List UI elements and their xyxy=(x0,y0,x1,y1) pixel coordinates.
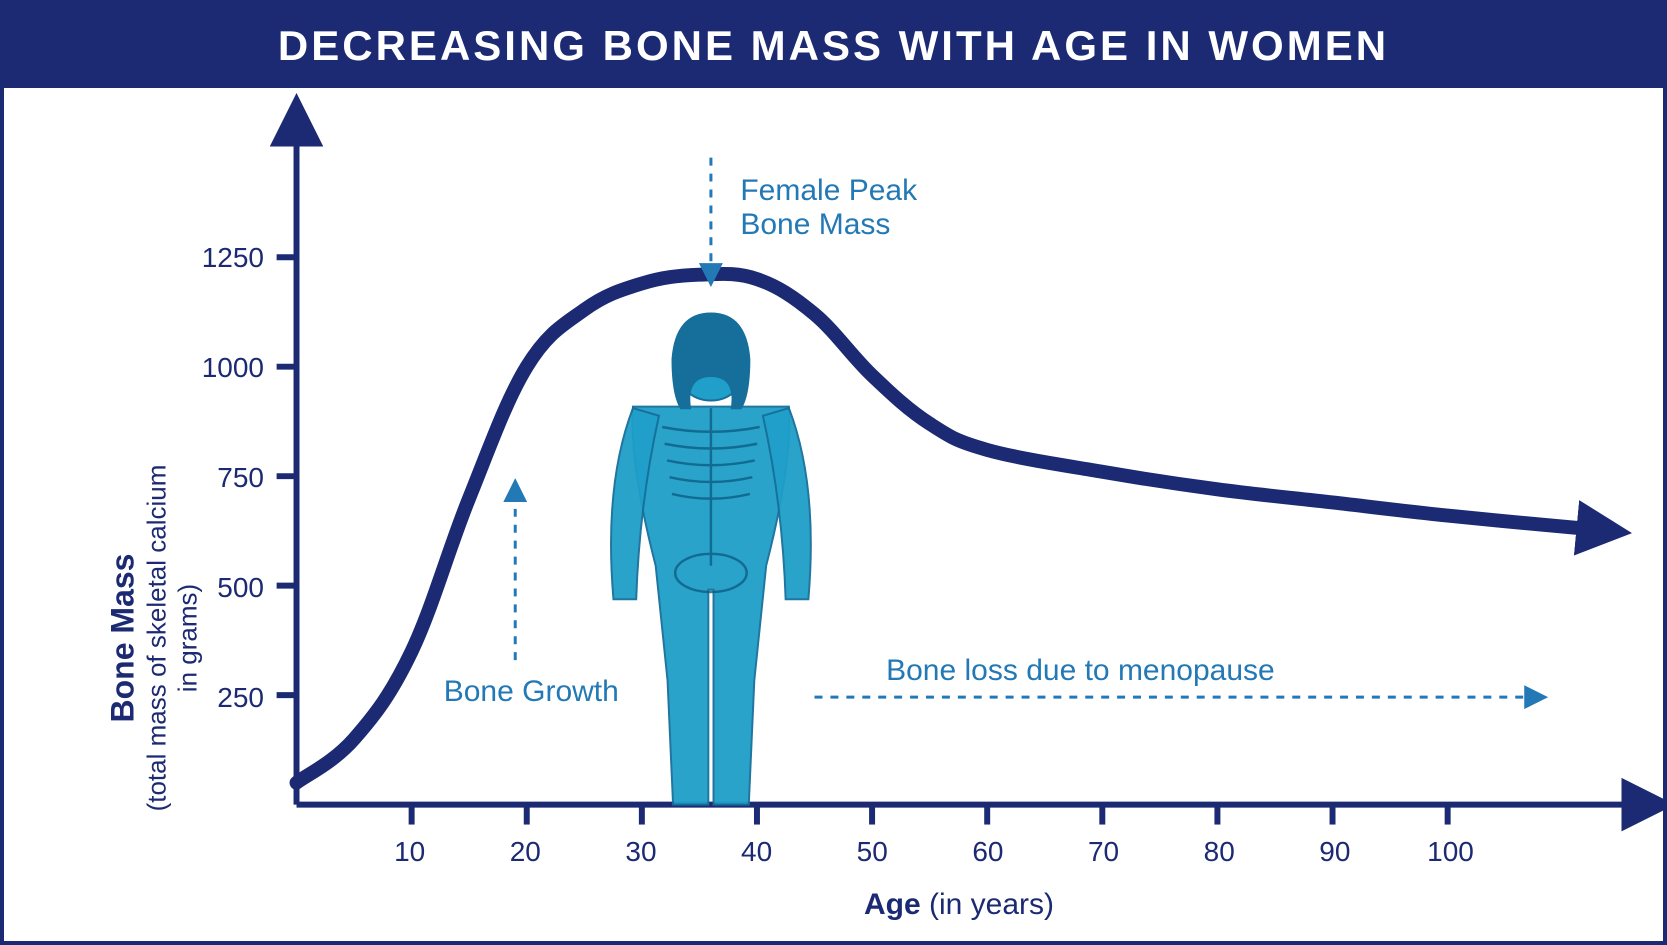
chart-area: Bone Mass (total mass of skeletal calciu… xyxy=(4,88,1663,941)
x-tick-label: 50 xyxy=(857,836,888,868)
y-axis-label-sub2: in grams) xyxy=(173,338,204,938)
annotation-peak-line1: Female Peak xyxy=(740,174,917,208)
annotation-menopause-label: Bone loss due to menopause xyxy=(886,654,1275,688)
x-tick-label: 70 xyxy=(1088,836,1119,868)
y-tick-label: 1250 xyxy=(202,242,264,274)
x-axis-label-sub: (in years) xyxy=(929,888,1054,921)
y-tick-label: 500 xyxy=(217,572,264,604)
x-axis-label: Age (in years) xyxy=(864,888,1054,922)
banner-title: DECREASING BONE MASS WITH AGE IN WOMEN xyxy=(4,4,1663,88)
y-axis-label-main: Bone Mass xyxy=(105,338,142,938)
x-tick-label: 30 xyxy=(625,836,656,868)
y-axis-label-sub1: (total mass of skeletal calcium xyxy=(142,338,173,938)
y-tick-label: 1000 xyxy=(202,352,264,384)
x-tick-label: 90 xyxy=(1319,836,1350,868)
x-tick-label: 40 xyxy=(741,836,772,868)
infographic-frame: DECREASING BONE MASS WITH AGE IN WOMEN B xyxy=(0,0,1667,945)
x-tick-label: 20 xyxy=(510,836,541,868)
x-tick-label: 100 xyxy=(1427,836,1474,868)
x-axis-label-main: Age xyxy=(864,888,921,921)
y-axis-label: Bone Mass (total mass of skeletal calciu… xyxy=(105,338,204,938)
annotation-peak-label: Female Peak Bone Mass xyxy=(740,174,917,242)
x-tick-label: 80 xyxy=(1204,836,1235,868)
annotation-growth-label: Bone Growth xyxy=(444,675,619,709)
x-tick-label: 60 xyxy=(972,836,1003,868)
annotation-peak-line2: Bone Mass xyxy=(740,208,917,242)
x-tick-label: 10 xyxy=(394,836,425,868)
y-tick-label: 250 xyxy=(217,682,264,714)
y-tick-label: 750 xyxy=(217,462,264,494)
